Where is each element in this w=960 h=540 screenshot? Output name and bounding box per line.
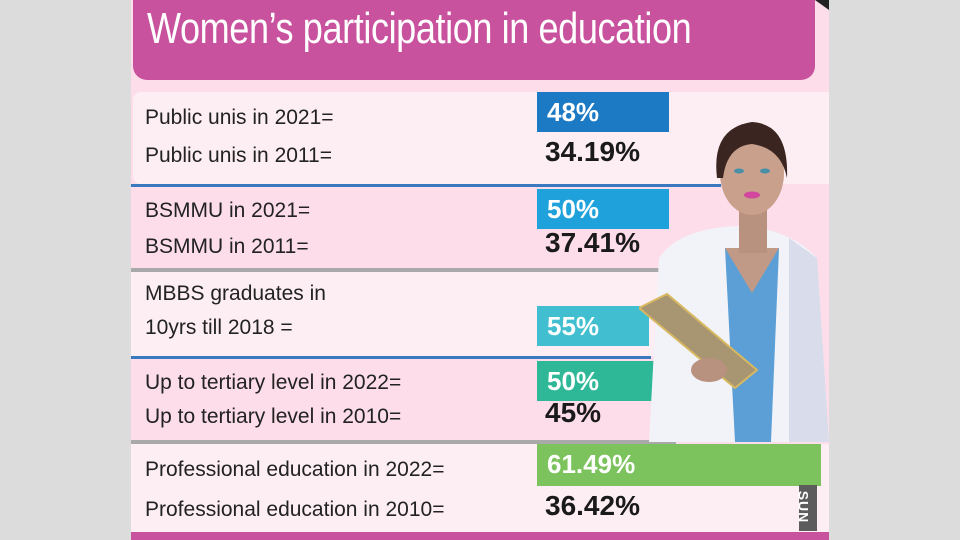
row-background	[133, 92, 829, 184]
credit-badge: SUN	[795, 485, 817, 531]
stat-row-professional: Professional education in 2022= 61.49% P…	[131, 444, 829, 532]
divider	[131, 356, 651, 359]
stat-value-highlight: 50%	[537, 361, 659, 401]
stat-label: Public unis in 2021=	[145, 106, 334, 129]
divider	[131, 440, 676, 444]
stat-label: Public unis in 2011=	[145, 144, 332, 167]
title-bar: Women’s participation in education	[133, 0, 815, 80]
stat-value: 36.42%	[545, 490, 640, 521]
bottom-bar	[131, 532, 829, 540]
doctor-illustration	[639, 122, 829, 442]
stat-label: BSMMU in 2011=	[145, 235, 309, 258]
stat-label: Professional education in 2022=	[145, 458, 445, 481]
stat-value-highlight: 50%	[537, 189, 669, 229]
stat-row-bsmmu: BSMMU in 2021= 50% BSMMU in 2011= 37.41%	[131, 187, 829, 267]
stat-value: 45%	[545, 397, 602, 428]
corner-fold-icon	[815, 0, 829, 10]
stat-label: 10yrs till 2018 =	[145, 316, 293, 339]
stat-label: Professional education in 2010=	[145, 498, 445, 521]
stat-row-tertiary: Up to tertiary level in 2022= 50% Up to …	[131, 359, 829, 437]
divider	[131, 184, 721, 187]
stat-value: 34.19%	[545, 136, 640, 167]
stat-value-highlight: 61.49%	[537, 444, 821, 486]
stat-value: 37.41%	[545, 227, 640, 258]
page-title: Women’s participation in education	[147, 4, 692, 53]
infographic-panel: Women’s participation in education Publi…	[131, 0, 829, 540]
stat-value-highlight: 48%	[537, 92, 669, 132]
stat-value-highlight: 55%	[537, 306, 649, 346]
divider	[131, 268, 661, 272]
stat-label: Up to tertiary level in 2022=	[145, 371, 402, 394]
stat-row-mbbs: MBBS graduates in 10yrs till 2018 = 55%	[131, 272, 829, 356]
stat-row-public-unis: Public unis in 2021= 48% Public unis in …	[131, 92, 829, 184]
stat-label: BSMMU in 2021=	[145, 199, 311, 222]
stat-label: MBBS graduates in	[145, 282, 326, 305]
stat-label: Up to tertiary level in 2010=	[145, 405, 402, 428]
